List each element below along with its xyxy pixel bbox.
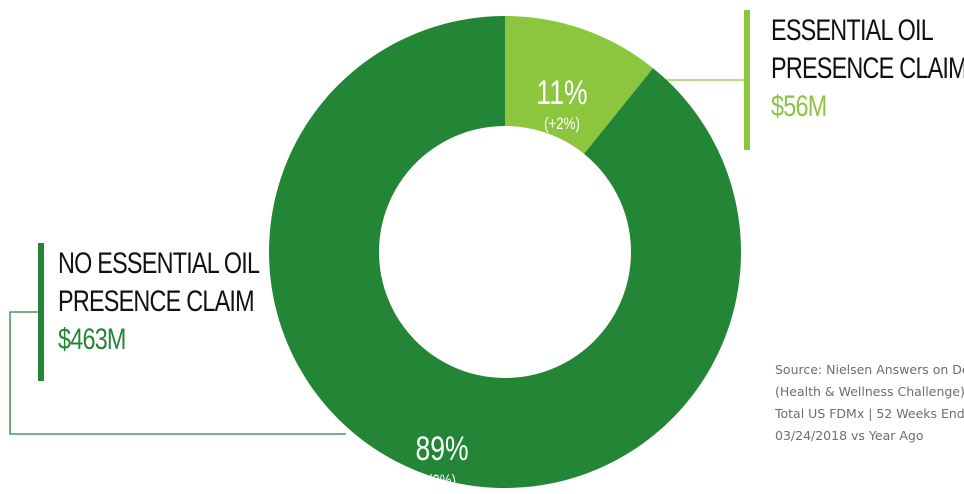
slice-labels: 11% (+2%) 89% (0%) — [415, 74, 587, 491]
source-note: Source: Nielsen Answers on Demand (Healt… — [775, 359, 964, 447]
donut-slice-essential-oil — [505, 16, 654, 154]
connector-line-no-essential-oil — [9, 311, 346, 435]
source-line: (Health & Wellness Challenge) — [775, 384, 964, 399]
donut-slice-no-essential-oil — [269, 16, 741, 488]
donut-slices — [269, 16, 741, 488]
label-no-essential-oil: NO ESSENTIAL OIL PRESENCE CLAIM $463M — [38, 243, 268, 381]
slice-change-minor: (+2%) — [544, 115, 580, 134]
source-line: 03/24/2018 vs Year Ago — [775, 428, 924, 443]
label-bar-essential-oil — [744, 10, 750, 150]
label-bar-no-essential-oil — [38, 243, 44, 381]
source-line: Source: Nielsen Answers on Demand — [775, 362, 964, 377]
label-title-line1: NO ESSENTIAL OIL — [58, 247, 260, 280]
slice-change-major: (0%) — [428, 472, 456, 491]
label-value-essential-oil: $56M — [771, 90, 827, 123]
source-line: Total US FDMx | 52 Weeks Ending — [775, 406, 964, 421]
slice-percent-major: 89% — [415, 430, 468, 468]
label-title-line2: PRESENCE CLAIM — [58, 285, 255, 318]
label-title-line1: ESSENTIAL OIL — [771, 14, 934, 47]
label-title-line2: PRESENCE CLAIM — [771, 52, 964, 85]
slice-percent-minor: 11% — [536, 74, 587, 112]
label-value-no-essential-oil: $463M — [58, 323, 126, 356]
label-essential-oil: ESSENTIAL OIL PRESENCE CLAIM $56M — [744, 10, 964, 150]
